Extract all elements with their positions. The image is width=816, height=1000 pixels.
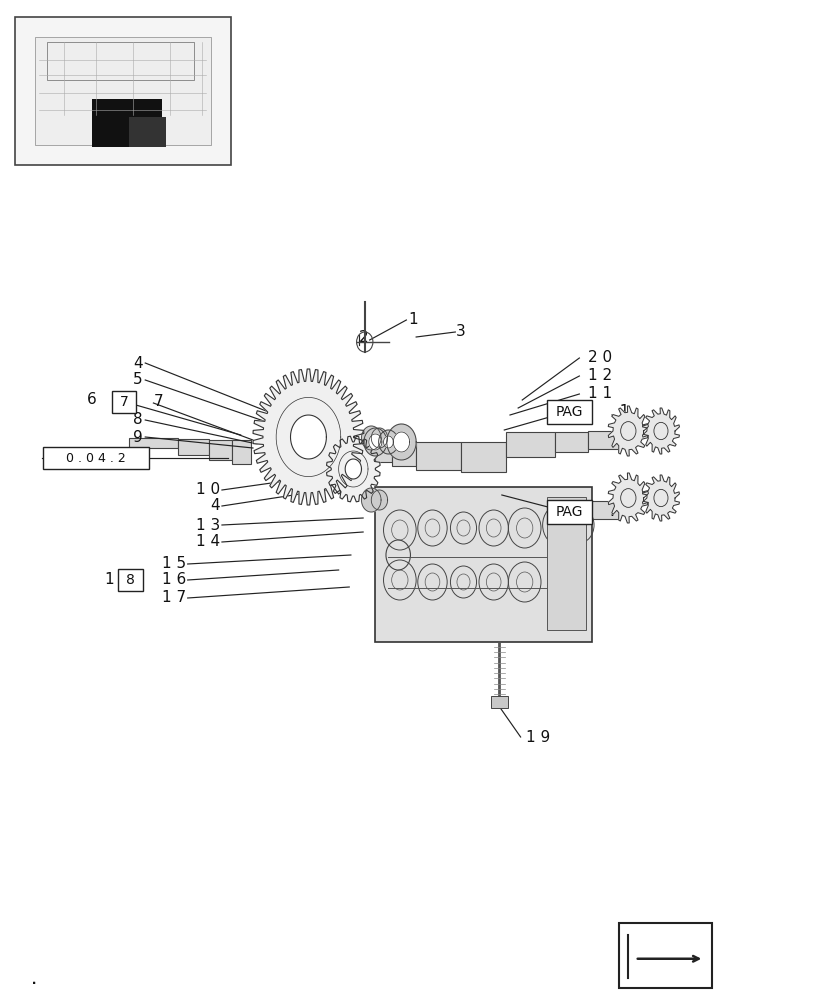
Text: 8: 8 — [133, 412, 143, 428]
Text: 1 3: 1 3 — [196, 518, 220, 532]
Text: 7: 7 — [120, 395, 128, 409]
Bar — [506, 432, 555, 457]
Bar — [47, 42, 194, 80]
Text: 1 5: 1 5 — [162, 556, 186, 572]
Bar — [375, 442, 392, 462]
Text: .: . — [31, 968, 38, 988]
Text: . 1: . 1 — [610, 504, 630, 520]
Polygon shape — [642, 408, 680, 454]
Bar — [416, 493, 461, 519]
Text: 3: 3 — [455, 324, 465, 340]
Polygon shape — [642, 475, 680, 521]
Text: 1 0: 1 0 — [196, 483, 220, 497]
Bar — [112, 391, 136, 413]
Polygon shape — [364, 428, 387, 456]
Text: PAG: PAG — [556, 405, 583, 419]
Text: 0 . 0 4 . 2: 0 . 0 4 . 2 — [66, 452, 126, 464]
Bar — [547, 497, 586, 630]
Text: 7: 7 — [153, 394, 163, 410]
Polygon shape — [369, 434, 382, 450]
Bar — [547, 400, 592, 424]
Bar — [129, 438, 178, 448]
Bar — [375, 487, 592, 642]
Bar — [547, 500, 592, 524]
Bar — [209, 440, 232, 460]
Bar — [506, 496, 555, 520]
Text: 9: 9 — [133, 430, 143, 444]
Bar — [619, 923, 712, 988]
Text: 1 6: 1 6 — [162, 572, 186, 587]
Polygon shape — [608, 406, 649, 456]
Bar — [375, 493, 392, 511]
Text: 2 0: 2 0 — [588, 351, 612, 365]
Text: 8: 8 — [126, 573, 135, 587]
Bar — [392, 493, 416, 515]
Text: 4: 4 — [211, 498, 220, 514]
Bar — [588, 501, 620, 519]
Polygon shape — [371, 490, 388, 510]
Bar — [555, 500, 588, 520]
Text: 1 7: 1 7 — [162, 590, 186, 605]
Bar — [92, 99, 162, 147]
Bar — [43, 447, 149, 469]
Polygon shape — [387, 424, 416, 460]
Bar — [555, 432, 588, 452]
Bar — [588, 431, 620, 449]
Polygon shape — [393, 432, 410, 452]
Text: .: . — [31, 968, 38, 988]
Text: 1 4: 1 4 — [196, 534, 220, 550]
Polygon shape — [253, 369, 364, 505]
Text: 1 9: 1 9 — [526, 730, 551, 744]
Polygon shape — [345, 459, 361, 479]
Bar — [491, 696, 508, 708]
Polygon shape — [379, 430, 398, 454]
Text: 2: 2 — [359, 330, 369, 344]
Bar — [416, 442, 461, 470]
Text: 1: 1 — [408, 312, 418, 328]
Bar — [118, 569, 143, 591]
Bar — [15, 17, 231, 165]
Polygon shape — [361, 488, 381, 512]
Bar — [35, 37, 211, 145]
Text: 1 1: 1 1 — [588, 386, 612, 401]
Text: . 1: . 1 — [610, 404, 630, 420]
Bar — [232, 440, 251, 464]
Text: 6: 6 — [86, 392, 96, 408]
Text: 1 2: 1 2 — [588, 368, 612, 383]
Text: 4: 4 — [133, 356, 143, 370]
Bar — [461, 494, 506, 522]
Polygon shape — [608, 473, 649, 523]
Polygon shape — [290, 415, 326, 459]
Text: 5: 5 — [133, 372, 143, 387]
Bar — [129, 117, 166, 147]
Polygon shape — [384, 436, 393, 448]
Polygon shape — [326, 436, 380, 502]
Text: PAG: PAG — [556, 505, 583, 519]
Text: 1 8: 1 8 — [104, 572, 129, 587]
Bar — [392, 442, 416, 466]
Bar — [178, 439, 209, 455]
Polygon shape — [371, 428, 388, 448]
Polygon shape — [361, 426, 381, 450]
Bar — [461, 442, 506, 472]
